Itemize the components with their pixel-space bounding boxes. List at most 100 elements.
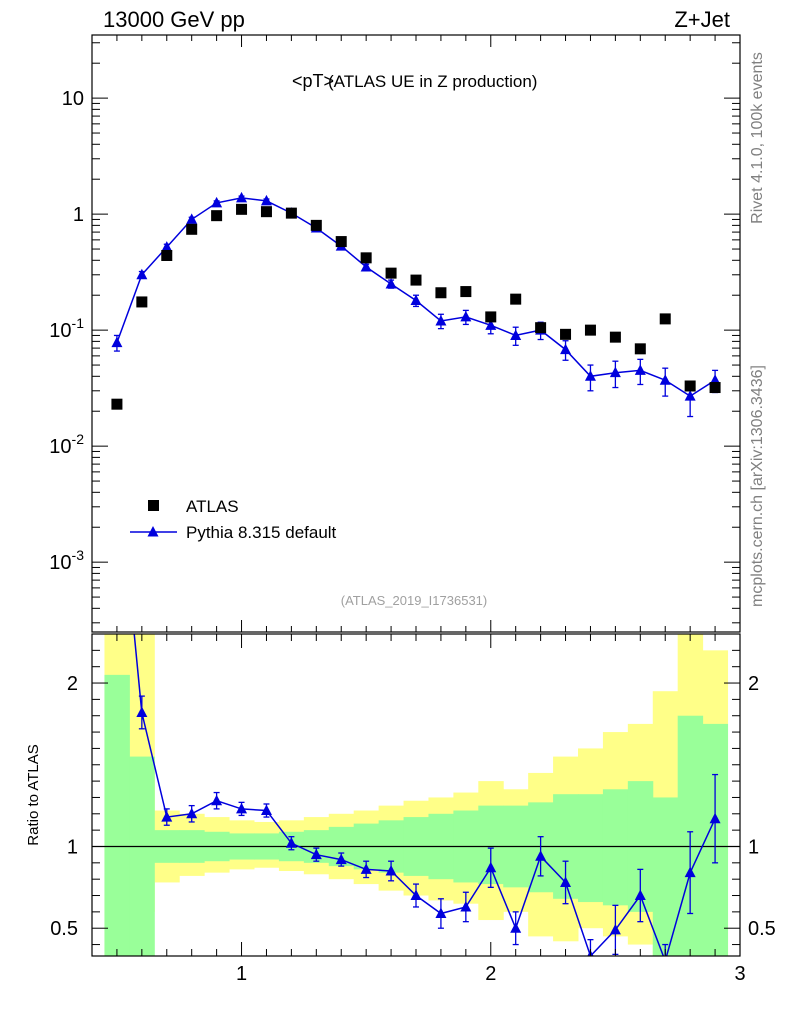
ratio-point <box>385 865 397 876</box>
mc-point <box>634 364 646 375</box>
uncertainty-band-inner <box>129 756 155 956</box>
ratio-point <box>560 876 572 887</box>
ratio-point <box>535 850 547 861</box>
x-tick-label: 1 <box>236 963 247 985</box>
ratio-point <box>161 811 173 822</box>
mc-point <box>385 277 397 289</box>
ratio-y-tick-label-left: 0.5 <box>50 918 78 940</box>
data-point <box>684 380 696 392</box>
main-panel: 10 1 10-1 10-2 10-3 <pT> (ATLAS UE in Z prod… <box>49 34 741 633</box>
mc-point <box>260 194 272 206</box>
mc-point <box>186 213 198 224</box>
ratio-point <box>335 853 347 865</box>
data-point <box>535 322 547 334</box>
data-point <box>460 286 472 298</box>
mc-point <box>136 268 148 280</box>
mc-point <box>360 261 372 272</box>
legend-data-marker <box>148 500 159 511</box>
data-point <box>659 313 671 325</box>
data-point <box>211 210 223 222</box>
legend-data-label: ATLAS <box>186 497 239 516</box>
data-point <box>560 328 572 340</box>
ratio-y-tick-label-left: 1 <box>67 836 78 858</box>
mc-point <box>485 319 497 330</box>
ratio-point <box>709 812 721 824</box>
ratio-point <box>211 794 223 806</box>
mc-point <box>659 374 671 385</box>
data-point <box>335 236 347 248</box>
mc-point <box>211 196 223 208</box>
mc-point <box>584 370 596 381</box>
mc-point <box>609 366 621 378</box>
source-label: mcplots.cern.ch [arXiv:1306.3436] <box>749 365 766 607</box>
energy-label: 13000 GeV pp <box>103 7 245 32</box>
data-point <box>111 398 123 410</box>
x-tick-label: 3 <box>734 963 745 985</box>
analysis-id-label: (ATLAS_2019_I1736531) <box>341 593 487 608</box>
y-tick-label: 10-1 <box>49 315 84 342</box>
data-point <box>634 343 646 355</box>
data-point <box>161 249 173 261</box>
mc-point <box>410 294 422 306</box>
x-tick-label: 2 <box>485 963 496 985</box>
mc-point <box>111 336 123 348</box>
mc-point <box>161 241 173 252</box>
ratio-panel: 1 2 3 2 2 1 1 0.5 0.5 Ratio to ATLAS <box>25 448 776 985</box>
ratio-point <box>684 866 696 878</box>
ratio-point <box>460 900 472 912</box>
uncertainty-band-inner <box>602 789 629 906</box>
ratio-point <box>136 706 148 717</box>
ratio-point <box>410 889 422 901</box>
uncertainty-band-inner <box>578 794 604 903</box>
ratio-y-tick-label-right: 0.5 <box>748 918 776 940</box>
ratio-point <box>485 861 497 873</box>
data-point <box>310 219 322 231</box>
ratio-y-tick-label-right: 2 <box>748 673 759 695</box>
data-point <box>360 252 372 264</box>
y-tick-label: 10 <box>62 88 84 110</box>
mc-point <box>435 314 447 326</box>
rivet-version-label: Rivet 4.1.0, 100k events <box>749 52 766 224</box>
y-tick-label: 10-2 <box>49 431 84 458</box>
mc-point <box>236 191 248 203</box>
data-point <box>709 382 721 394</box>
data-point <box>260 206 272 218</box>
data-point <box>186 223 198 235</box>
ratio-point <box>634 889 646 901</box>
main-frame <box>91 34 741 633</box>
ratio-y-tick-label-right: 1 <box>748 836 759 858</box>
ratio-y-tick-label-left: 2 <box>67 673 78 695</box>
mc-point <box>684 390 696 401</box>
data-point <box>410 274 422 286</box>
plot-title-observable: <pT> <box>292 71 334 91</box>
ratio-point <box>510 922 522 933</box>
data-point <box>285 207 297 219</box>
ratio-point <box>285 837 297 848</box>
mc-point <box>510 329 522 340</box>
data-point <box>435 287 447 299</box>
data-point <box>485 311 497 323</box>
y-tick-label: 10-3 <box>49 547 84 574</box>
ratio-point <box>609 923 621 935</box>
y-tick-label: 1 <box>73 204 84 226</box>
process-label: Z+Jet <box>674 7 730 32</box>
mc-point <box>460 310 472 322</box>
data-point <box>510 293 522 305</box>
legend: ATLAS Pythia 8.315 default <box>130 497 337 542</box>
legend-mc-marker <box>147 526 159 537</box>
data-point <box>609 331 621 343</box>
data-point <box>236 203 248 215</box>
ratio-y-axis-label: Ratio to ATLAS <box>25 744 42 845</box>
uncertainty-band-inner <box>104 674 130 956</box>
ratio-point <box>236 802 248 814</box>
ratio-point <box>186 807 198 819</box>
mc-point <box>560 343 572 355</box>
ratio-point <box>260 804 272 816</box>
data-point <box>136 296 148 308</box>
ratio-point <box>435 907 447 919</box>
legend-mc-label: Pythia 8.315 default <box>186 523 337 542</box>
ratio-point <box>310 848 322 860</box>
data-point <box>385 267 397 279</box>
ratio-point <box>111 448 122 459</box>
